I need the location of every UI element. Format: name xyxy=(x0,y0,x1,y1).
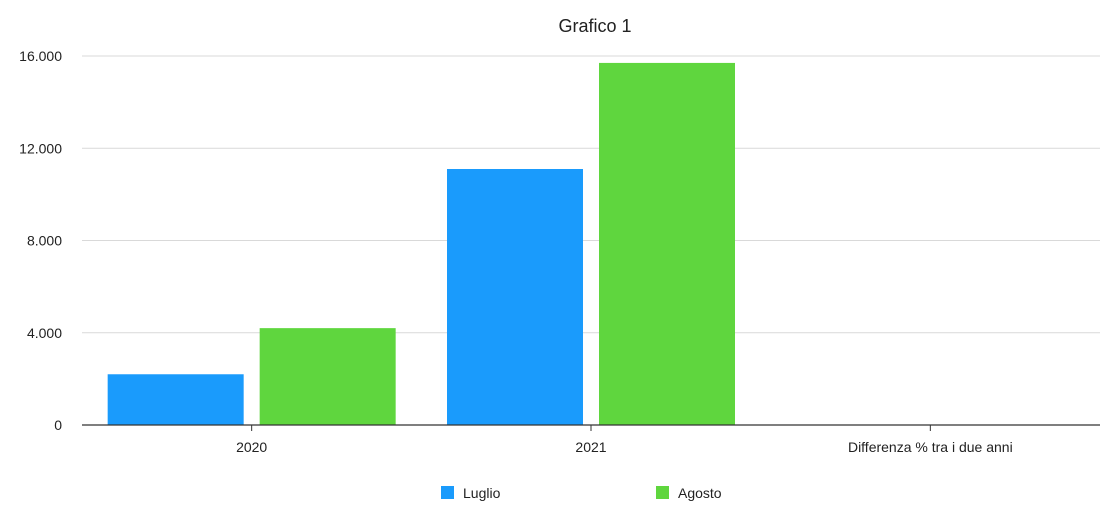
y-tick-label: 4.000 xyxy=(27,325,62,341)
y-tick-label: 12.000 xyxy=(19,140,62,156)
chart-title: Grafico 1 xyxy=(558,16,631,36)
legend: Luglio Agosto xyxy=(441,485,722,501)
y-tick-label: 0 xyxy=(54,417,62,433)
bar-agosto-2020 xyxy=(259,328,396,425)
gridlines xyxy=(82,55,1100,334)
x-axis: 2020 2021 Differenza % tra i due anni xyxy=(236,425,1013,455)
y-tick-label: 8.000 xyxy=(27,233,62,249)
x-tick-label: 2020 xyxy=(236,439,267,455)
legend-swatch-luglio xyxy=(441,486,454,499)
bars xyxy=(107,62,735,425)
x-tick-label: 2021 xyxy=(575,439,606,455)
bar-luglio-2020 xyxy=(107,374,244,425)
y-tick-label: 16.000 xyxy=(19,48,62,64)
bar-luglio-2021 xyxy=(447,169,583,425)
legend-swatch-agosto xyxy=(656,486,669,499)
y-axis: 0 4.000 8.000 12.000 16.000 xyxy=(19,48,62,433)
legend-label-agosto: Agosto xyxy=(678,485,722,501)
bar-agosto-2021 xyxy=(599,62,735,425)
legend-label-luglio: Luglio xyxy=(463,485,501,501)
x-tick-label: Differenza % tra i due anni xyxy=(848,439,1013,455)
